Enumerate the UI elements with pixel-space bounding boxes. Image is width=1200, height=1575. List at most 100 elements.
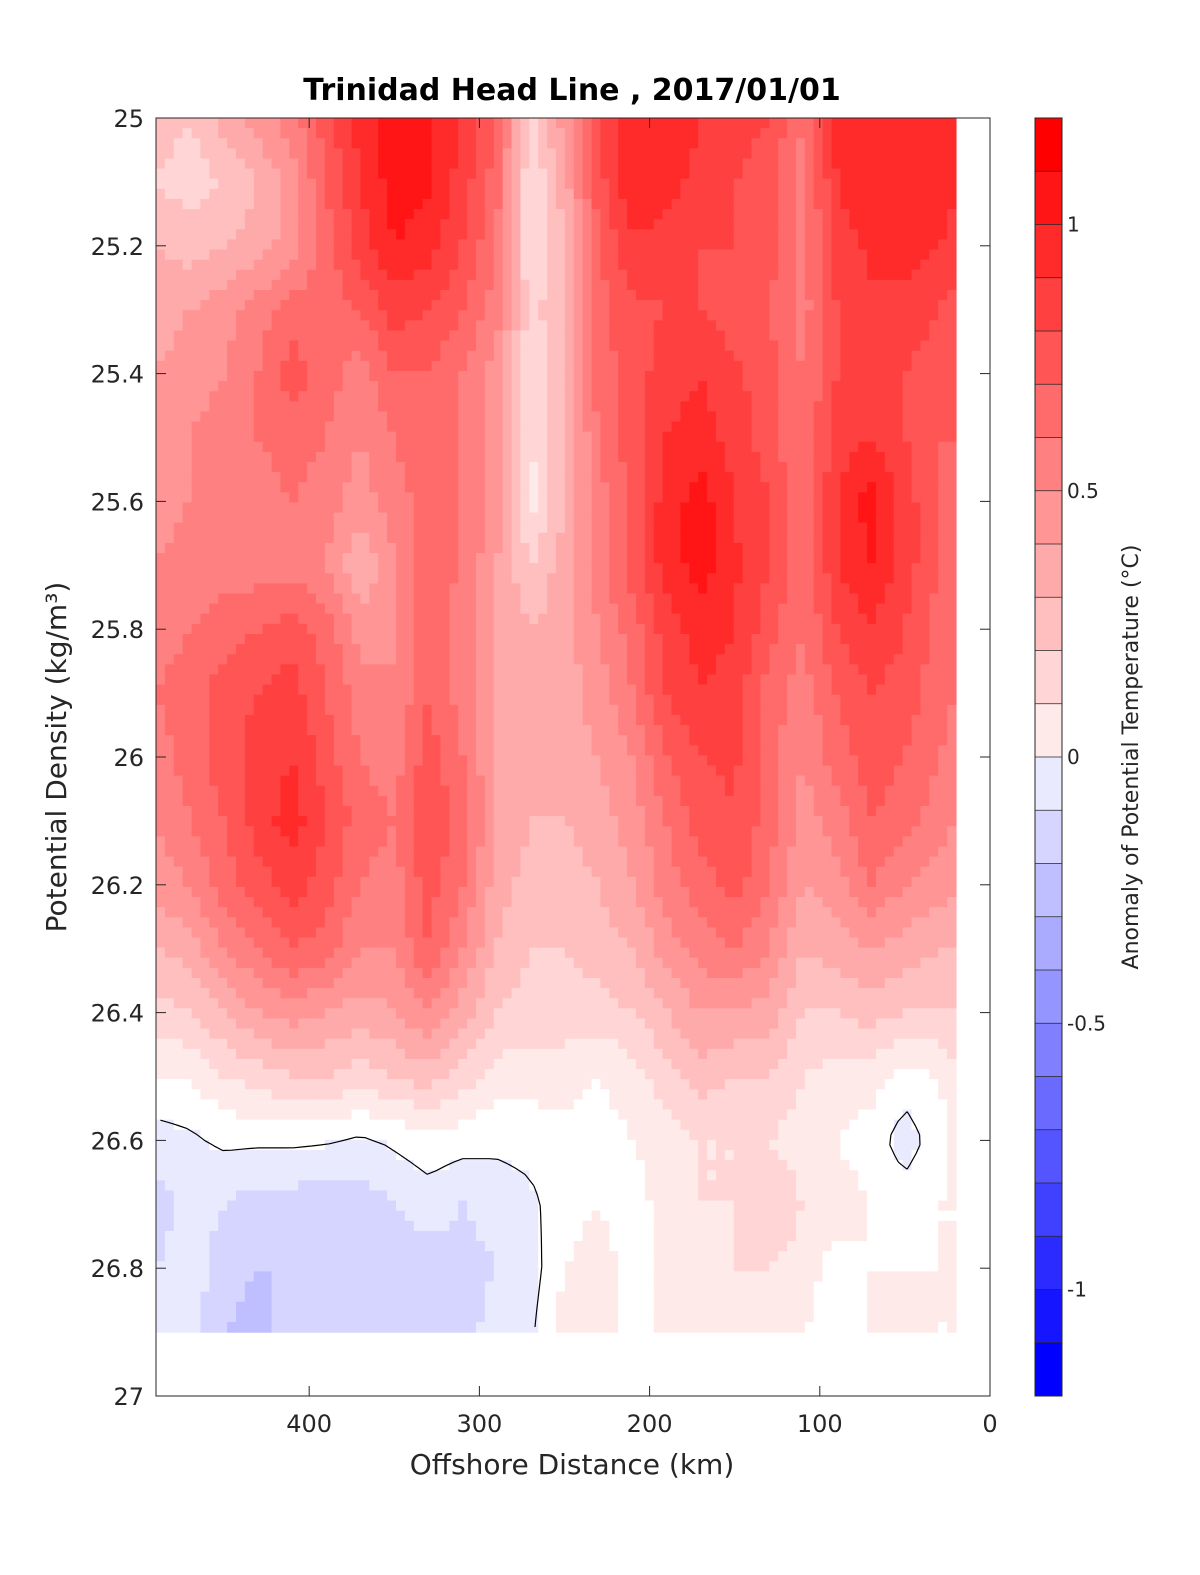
heatmap-cell (760, 421, 770, 433)
heatmap-cell (635, 492, 646, 504)
heatmap-cell (564, 623, 575, 635)
heatmap-cell (742, 462, 753, 473)
heatmap-cell (724, 360, 735, 372)
heatmap-cell (858, 138, 868, 149)
heatmap-cell (849, 502, 859, 514)
heatmap-cell (698, 198, 708, 210)
heatmap-cell (298, 350, 308, 362)
heatmap-cell (822, 158, 833, 170)
heatmap-cell (858, 310, 868, 321)
heatmap-cell (298, 198, 308, 210)
heatmap-cell (804, 664, 815, 676)
heatmap-cell (475, 674, 486, 686)
heatmap-cell (484, 644, 495, 655)
heatmap-cell (191, 290, 202, 301)
heatmap-cell (378, 290, 388, 301)
heatmap-cell (840, 472, 850, 483)
heatmap-cell (698, 118, 708, 129)
heatmap-cell (662, 340, 673, 352)
heatmap-cell (653, 462, 664, 473)
heatmap-cell (253, 542, 264, 554)
heatmap-cell (484, 462, 495, 473)
heatmap-cell (769, 462, 779, 473)
heatmap-cell (360, 259, 370, 271)
heatmap-cell (218, 512, 228, 524)
heatmap-cell (538, 583, 548, 595)
heatmap-cell (236, 603, 246, 615)
heatmap-cell (200, 158, 210, 170)
heatmap-cell (724, 219, 735, 230)
heatmap-cell (449, 350, 459, 362)
heatmap-cell (467, 633, 477, 645)
heatmap-cell (618, 188, 628, 200)
heatmap-cell (715, 138, 726, 149)
heatmap-cell (422, 118, 433, 129)
heatmap-cell (707, 613, 717, 625)
heatmap-cell (635, 553, 646, 564)
heatmap-cell (298, 148, 308, 160)
heatmap-cell (244, 259, 255, 271)
heatmap-cell (520, 654, 530, 665)
heatmap-cell (538, 451, 548, 463)
heatmap-cell (947, 178, 957, 190)
heatmap-cell (520, 209, 530, 220)
heatmap-cell (653, 431, 664, 443)
heatmap-cell (280, 532, 290, 544)
heatmap-cell (440, 421, 450, 433)
heatmap-cell (751, 229, 762, 241)
heatmap-cell (893, 239, 904, 251)
heatmap-cell (458, 603, 468, 615)
heatmap-cell (360, 603, 370, 615)
heatmap-cell (849, 512, 859, 524)
heatmap-cell (618, 401, 628, 413)
heatmap-cell (813, 472, 824, 483)
heatmap-cell (315, 391, 326, 402)
heatmap-cell (404, 411, 415, 423)
heatmap-cell (644, 138, 655, 149)
heatmap-cell (751, 158, 762, 170)
heatmap-cell (209, 563, 219, 574)
heatmap-cell (875, 431, 886, 443)
heatmap-cell (298, 330, 308, 342)
heatmap-cell (760, 269, 770, 281)
heatmap-cell (689, 300, 699, 311)
heatmap-cell (422, 462, 433, 473)
heatmap-cell (218, 472, 228, 483)
heatmap-cell (369, 340, 379, 352)
heatmap-cell (689, 411, 699, 423)
heatmap-cell (582, 512, 593, 524)
heatmap-cell (395, 239, 406, 251)
heatmap-cell (884, 340, 895, 352)
heatmap-cell (742, 259, 753, 271)
heatmap-cell (227, 330, 237, 342)
heatmap-cell (911, 209, 922, 220)
heatmap-cell (182, 370, 193, 382)
heatmap-cell (947, 482, 957, 493)
heatmap-cell (538, 482, 548, 493)
heatmap-cell (875, 219, 886, 230)
heatmap-cell (822, 148, 833, 160)
heatmap-cell (840, 300, 850, 311)
heatmap-cell (387, 148, 397, 160)
heatmap-cell (627, 138, 637, 149)
heatmap-cell (342, 188, 353, 200)
heatmap-cell (707, 391, 717, 402)
heatmap-cell (227, 603, 237, 615)
heatmap-cell (200, 674, 210, 686)
heatmap-cell (511, 128, 522, 139)
heatmap-cell (307, 623, 317, 635)
heatmap-cell (778, 300, 788, 311)
heatmap-cell (547, 664, 557, 676)
heatmap-cell (662, 462, 673, 473)
heatmap-cell (884, 421, 895, 433)
heatmap-cell (555, 563, 566, 574)
heatmap-cell (378, 350, 388, 362)
heatmap-cell (795, 482, 806, 493)
heatmap-cell (156, 209, 166, 220)
heatmap-cell (715, 421, 726, 433)
heatmap-cell (867, 239, 877, 251)
heatmap-cell (271, 532, 282, 544)
heatmap-cell (324, 330, 335, 342)
heatmap-cell (804, 269, 815, 281)
heatmap-cell (395, 209, 406, 220)
